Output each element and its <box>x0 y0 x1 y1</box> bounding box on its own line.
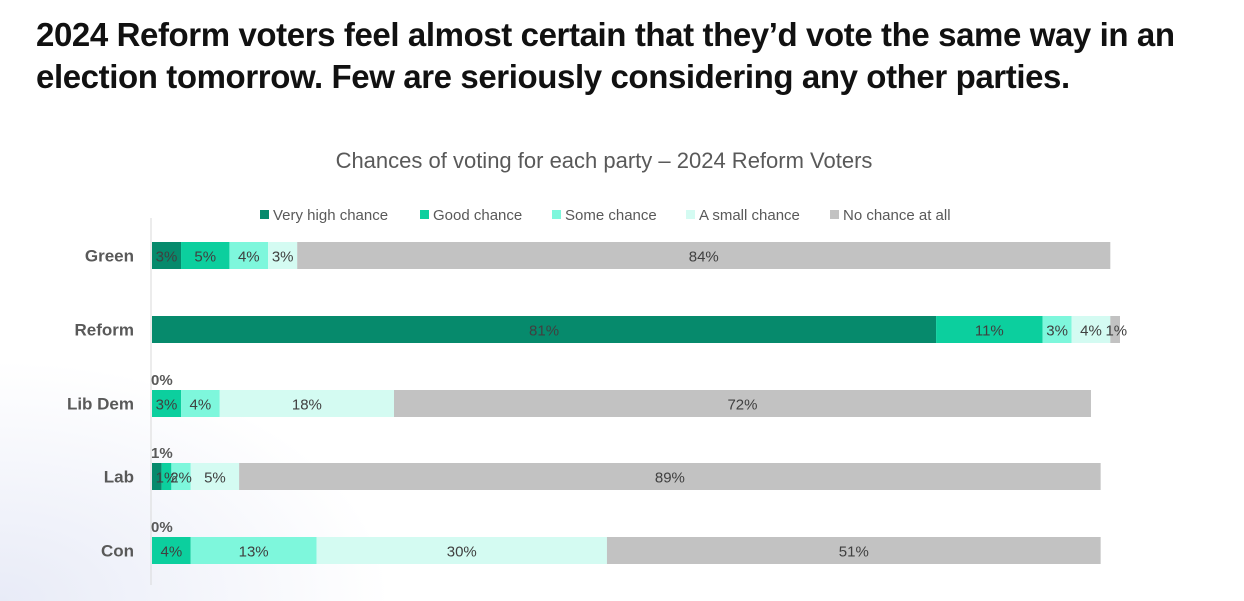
bar-lab-no-chance-at-all <box>239 463 1101 490</box>
bar-green-very-high-chance <box>152 242 182 269</box>
data-label-lab-no-chance-at-all: 89% <box>655 470 685 487</box>
data-label-lab-very-high-chance: 1% <box>151 445 173 462</box>
chart-legend: Very high chance Good chance Some chance A … <box>260 207 951 224</box>
bar-lab-good-chance <box>161 463 172 490</box>
data-label-con-good-chance: 4% <box>161 544 183 561</box>
legend-swatch-some-chance <box>552 210 561 219</box>
bar-lab-a-small-chance <box>190 463 240 490</box>
bar-lib-dem-some-chance <box>181 390 220 417</box>
data-label-reform-good-chance: 11% <box>975 323 1004 340</box>
data-label-lib-dem-no-chance-at-all: 72% <box>727 397 757 414</box>
bar-lib-dem-good-chance <box>152 390 182 417</box>
legend-swatch-a-small-chance <box>686 210 695 219</box>
bar-green-a-small-chance <box>268 242 298 269</box>
data-label-reform-very-high-chance: 81% <box>529 323 559 340</box>
data-label-lab-some-chance: 2% <box>170 470 192 487</box>
category-label-green: Green <box>85 247 134 266</box>
legend-swatch-good-chance <box>420 210 429 219</box>
bar-reform-very-high-chance <box>152 316 937 343</box>
data-label-green-good-chance: 5% <box>194 249 216 266</box>
data-label-lib-dem-very-high-chance: 0% <box>151 372 173 389</box>
data-label-green-very-high-chance: 3% <box>156 249 178 266</box>
bar-con-no-chance-at-all <box>606 537 1101 564</box>
data-label-con-some-chance: 13% <box>239 544 269 561</box>
legend-swatch-no-chance-at-all <box>830 210 839 219</box>
bar-lab-some-chance <box>171 463 191 490</box>
data-label-green-a-small-chance: 3% <box>272 249 294 266</box>
legend-label-some-chance: Some chance <box>565 207 657 224</box>
data-label-lib-dem-a-small-chance: 18% <box>292 397 322 414</box>
data-label-reform-no-chance-at-all: 1% <box>1105 323 1127 340</box>
data-label-reform-a-small-chance: 4% <box>1080 323 1102 340</box>
bar-green-no-chance-at-all <box>297 242 1111 269</box>
bar-reform-some-chance <box>1042 316 1072 343</box>
data-label-con-no-chance-at-all: 51% <box>839 544 869 561</box>
legend-swatch-very-high-chance <box>260 210 269 219</box>
data-label-lab-good-chance: 1% <box>156 470 178 487</box>
data-label-lib-dem-good-chance: 3% <box>156 397 178 414</box>
bar-reform-good-chance <box>936 316 1043 343</box>
category-label-lib-dem: Lib Dem <box>67 395 134 414</box>
legend-label-good-chance: Good chance <box>433 207 522 224</box>
data-label-reform-some-chance: 3% <box>1046 323 1068 340</box>
bar-reform-a-small-chance <box>1071 316 1111 343</box>
legend-label-a-small-chance: A small chance <box>699 207 800 224</box>
bar-lib-dem-a-small-chance <box>219 390 394 417</box>
bar-con-some-chance <box>190 537 317 564</box>
data-label-green-no-chance-at-all: 84% <box>689 249 719 266</box>
legend-label-no-chance-at-all: No chance at all <box>843 207 951 224</box>
bar-lib-dem-no-chance-at-all <box>394 390 1091 417</box>
bar-green-good-chance <box>181 242 230 269</box>
data-label-con-a-small-chance: 30% <box>447 544 477 561</box>
bar-reform-no-chance-at-all <box>1110 316 1120 343</box>
bar-green-some-chance <box>229 242 269 269</box>
bar-con-a-small-chance <box>316 537 607 564</box>
data-label-lab-a-small-chance: 5% <box>204 470 226 487</box>
category-label-lab: Lab <box>104 468 134 487</box>
data-label-lib-dem-some-chance: 4% <box>190 397 212 414</box>
chart-title: Chances of voting for each party – 2024 … <box>336 148 873 173</box>
legend-label-very-high-chance: Very high chance <box>273 207 388 224</box>
category-label-reform: Reform <box>74 321 134 340</box>
data-label-con-very-high-chance: 0% <box>151 519 173 536</box>
page-headline: 2024 Reform voters feel almost certain t… <box>36 16 1175 95</box>
plot-area: Green 3% 5% 4% 3% 84%Reform 81% 11% 3% 4% 1%Lib De… <box>67 242 1127 564</box>
data-label-green-some-chance: 4% <box>238 249 260 266</box>
bar-lab-very-high-chance <box>152 463 162 490</box>
category-label-con: Con <box>101 542 134 561</box>
bar-con-good-chance <box>152 537 191 564</box>
